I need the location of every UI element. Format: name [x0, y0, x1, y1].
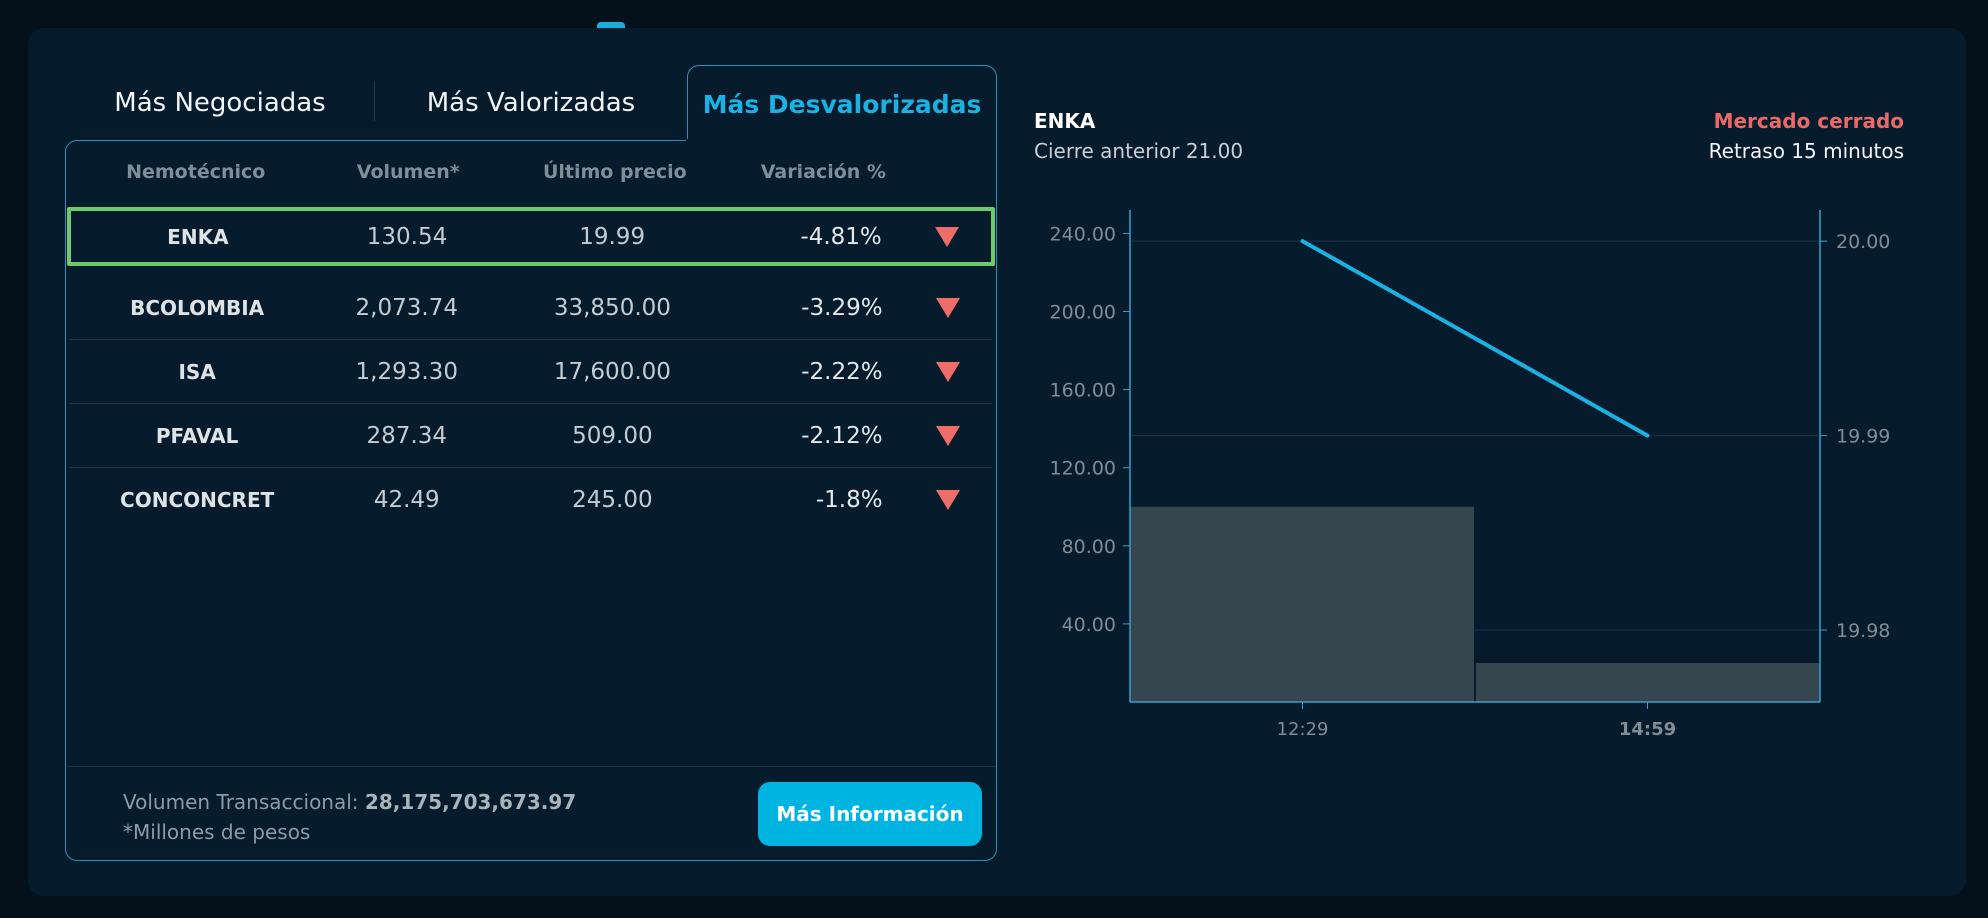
svg-text:160.00: 160.00: [1050, 380, 1116, 402]
symbol: ENKA: [167, 224, 229, 249]
table-row[interactable]: ENKA 130.54 19.99 -4.81%: [67, 207, 995, 266]
footer-divider: [66, 766, 996, 767]
table-row[interactable]: ISA 1,293.30 17,600.00 -2.22%: [70, 340, 992, 404]
header-nemotecnico: Nemotécnico: [126, 161, 266, 183]
svg-text:19.98: 19.98: [1836, 620, 1890, 642]
last-price: 509.00: [572, 422, 653, 449]
symbol: BCOLOMBIA: [130, 295, 265, 320]
previous-close: Cierre anterior 21.00: [1034, 139, 1244, 163]
market-status: Mercado cerrado: [1713, 109, 1904, 133]
tab-divider: [374, 81, 375, 121]
price-line: [1300, 239, 1650, 438]
down-arrow-icon: [935, 226, 960, 247]
symbol: PFAVAL: [155, 423, 239, 448]
down-arrow-icon: [936, 490, 961, 510]
svg-text:14:59: 14:59: [1619, 719, 1676, 740]
tab-mas-negociadas[interactable]: Más Negociadas: [114, 88, 326, 118]
market-card: [28, 28, 1966, 896]
volume: 42.49: [373, 487, 440, 513]
tab-bar: Más Negociadas Más Valorizadas Más Desva…: [65, 65, 997, 142]
variation: -1.8%: [815, 487, 883, 513]
table-header: Nemotécnico Volumen* Último precio Varia…: [66, 155, 996, 189]
last-price: 245.00: [572, 487, 653, 513]
delay-notice: Retraso 15 minutos: [1708, 139, 1904, 163]
variation: -3.29%: [801, 294, 883, 321]
tab-join: [686, 139, 996, 142]
variation: -4.81%: [800, 223, 882, 250]
last-price: 17,600.00: [553, 358, 671, 385]
variation: -2.12%: [801, 422, 883, 449]
table-row[interactable]: CONCONCRET 42.49 245.00 -1.8%: [70, 468, 992, 532]
table-row[interactable]: BCOLOMBIA 2,073.74 33,850.00 -3.29%: [70, 276, 992, 340]
header-volumen: Volumen*: [356, 161, 460, 183]
stocks-table-panel: Nemotécnico Volumen* Último precio Varia…: [65, 140, 997, 861]
variation: -2.22%: [801, 358, 883, 385]
tab-mas-desvalorizadas[interactable]: Más Desvalorizadas: [687, 65, 997, 142]
volume: 130.54: [366, 223, 448, 250]
svg-text:40.00: 40.00: [1062, 614, 1116, 636]
volume-bars: [1130, 506, 1820, 702]
top-indicator: [597, 22, 625, 30]
header-variacion: Variación %: [760, 161, 886, 183]
down-arrow-icon: [936, 361, 961, 382]
footer-info: Volumen Transaccional: 28,175,703,673.97…: [123, 787, 576, 847]
volume-total: 28,175,703,673.97: [364, 790, 577, 814]
symbol: ISA: [178, 359, 216, 384]
svg-text:80.00: 80.00: [1062, 536, 1116, 558]
svg-text:12:29: 12:29: [1277, 719, 1329, 740]
more-info-button[interactable]: Más Información: [758, 782, 982, 846]
symbol: CONCONCRET: [120, 488, 275, 512]
table-row[interactable]: PFAVAL 287.34 509.00 -2.12%: [70, 404, 992, 468]
svg-text:20.00: 20.00: [1836, 231, 1890, 253]
svg-text:200.00: 200.00: [1050, 302, 1116, 324]
volume-label: Volumen Transaccional:: [123, 790, 359, 814]
tab-mas-valorizadas[interactable]: Más Valorizadas: [426, 88, 636, 118]
svg-text:240.00: 240.00: [1050, 223, 1116, 245]
chart-axes: 240.00 200.00 160.00 120.00 80.00 40.00 20.00 1…: [1050, 210, 1890, 740]
footer-note: *Millones de pesos: [123, 820, 311, 844]
svg-text:120.00: 120.00: [1050, 458, 1116, 480]
svg-text:19.99: 19.99: [1836, 426, 1890, 448]
last-price: 33,850.00: [553, 294, 671, 321]
chart-symbol: ENKA: [1034, 109, 1096, 133]
header-ultimo-precio: Último precio: [542, 161, 687, 183]
volume: 287.34: [366, 422, 447, 449]
down-arrow-icon: [936, 425, 961, 446]
volume: 2,073.74: [355, 294, 458, 321]
last-price: 19.99: [579, 223, 646, 250]
down-arrow-icon: [936, 297, 961, 318]
volume: 1,293.30: [355, 358, 458, 385]
